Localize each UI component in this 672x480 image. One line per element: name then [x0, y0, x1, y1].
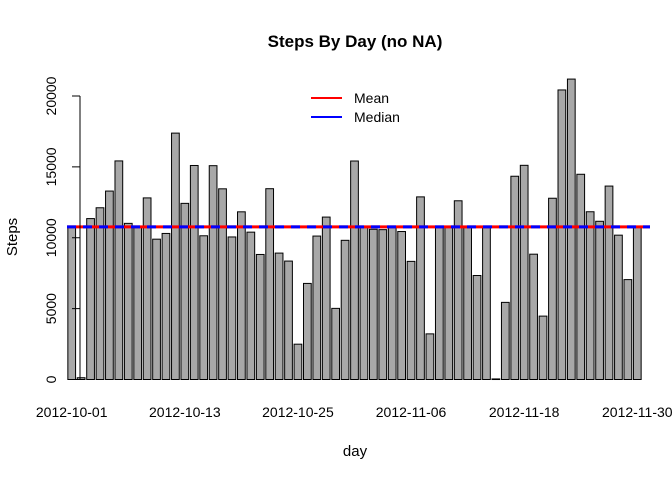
mean-legend-label: Mean [354, 90, 389, 106]
bar [321, 216, 331, 380]
bar [293, 343, 303, 380]
bar [491, 378, 501, 381]
bar [142, 197, 152, 380]
bar [453, 200, 463, 380]
bar [312, 235, 322, 380]
bar [623, 279, 633, 380]
bar [350, 160, 359, 380]
bar [180, 202, 190, 380]
bar [378, 229, 388, 380]
bar [265, 188, 275, 380]
bar [595, 220, 604, 380]
bar [274, 252, 284, 380]
x-tick-label: 2012-11-06 [376, 404, 447, 420]
bar [331, 307, 341, 380]
y-tick-label: 15000 [43, 147, 59, 186]
bar [218, 188, 227, 380]
bar [500, 301, 510, 380]
bar [171, 132, 180, 380]
bar [67, 226, 77, 380]
bar [133, 226, 143, 380]
bar [472, 275, 482, 381]
bar [632, 226, 642, 380]
bar [123, 222, 133, 380]
bar [189, 164, 199, 380]
bar [246, 231, 256, 380]
bar [105, 190, 114, 380]
bar [434, 226, 444, 380]
bar [529, 253, 538, 380]
bar [444, 226, 454, 380]
median-legend-label: Median [354, 109, 400, 125]
bar [359, 226, 369, 380]
bar [576, 173, 586, 380]
legend: Mean Median [311, 90, 400, 125]
bar [161, 232, 171, 380]
x-axis-label: day [343, 443, 368, 460]
bar [86, 218, 95, 380]
bar [255, 253, 265, 381]
y-tick-label: 10000 [43, 218, 59, 257]
bar [114, 160, 124, 380]
bar [303, 282, 312, 381]
bar [340, 239, 350, 380]
bar [227, 236, 237, 380]
x-tick-label: 2012-10-25 [262, 404, 334, 420]
x-tick-label: 2012-10-13 [149, 404, 221, 420]
bar [406, 260, 416, 380]
bar [152, 238, 161, 380]
y-axis: 0 5000 10000 15000 20000 [43, 76, 81, 383]
bar [519, 164, 529, 380]
bar [425, 333, 435, 380]
bar [368, 228, 378, 380]
y-tick-label: 0 [43, 375, 59, 383]
bar [548, 197, 557, 380]
bars-group [67, 78, 642, 381]
bar [538, 315, 548, 380]
bar [510, 175, 520, 380]
x-tick-label: 2012-11-30 [602, 404, 672, 420]
bar [76, 377, 86, 380]
bar [614, 234, 623, 380]
x-tick-label: 2012-11-18 [489, 404, 560, 420]
chart-title: Steps By Day (no NA) [268, 32, 443, 51]
y-axis-label: Steps [4, 218, 21, 256]
y-tick-label: 5000 [43, 293, 59, 324]
bar [482, 226, 491, 380]
bar [199, 235, 209, 380]
bar [416, 196, 425, 380]
bar [463, 226, 472, 380]
bar [397, 231, 406, 380]
bar [585, 211, 595, 380]
bar [284, 260, 293, 381]
bar [208, 165, 218, 380]
bar [237, 211, 246, 380]
x-axis: 2012-10-01 2012-10-13 2012-10-25 2012-11-06… [36, 404, 672, 420]
y-tick-label: 20000 [43, 76, 59, 115]
bar [604, 185, 614, 380]
x-tick-label: 2012-10-01 [36, 404, 108, 420]
bar [557, 89, 567, 380]
bar [387, 226, 397, 380]
bar [566, 78, 576, 381]
bar [95, 207, 105, 380]
